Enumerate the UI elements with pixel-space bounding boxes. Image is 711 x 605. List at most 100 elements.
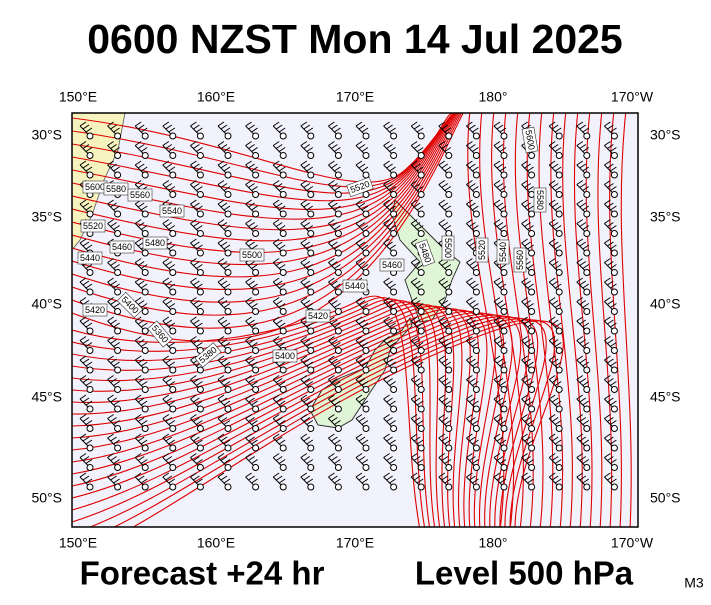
barb-tick bbox=[438, 277, 446, 283]
wind-barb bbox=[272, 180, 287, 198]
barb-tick bbox=[472, 205, 479, 211]
station bbox=[528, 483, 536, 491]
wind-barb bbox=[604, 219, 618, 237]
barb-tick bbox=[551, 339, 559, 344]
barb-tick bbox=[110, 475, 117, 481]
barb-tick bbox=[499, 342, 507, 347]
barb-tick bbox=[413, 417, 421, 422]
barb-tick bbox=[438, 375, 446, 380]
barb-tick bbox=[444, 342, 452, 347]
contour-value: 5580 bbox=[535, 190, 545, 210]
barb-tick bbox=[604, 355, 611, 361]
contour-line bbox=[72, 300, 436, 527]
barb-tick bbox=[527, 439, 534, 445]
wind-barb bbox=[272, 141, 287, 159]
barb-tick bbox=[472, 283, 479, 289]
barb-tick bbox=[110, 358, 117, 364]
wind-barb bbox=[521, 219, 536, 237]
barb-tick bbox=[466, 472, 473, 478]
wind-barb bbox=[245, 219, 260, 237]
wind-barb bbox=[466, 336, 480, 354]
barb-tick bbox=[223, 225, 231, 230]
barb-tick bbox=[306, 225, 314, 230]
barb-tick bbox=[604, 453, 611, 458]
contour-label: 5500 bbox=[441, 235, 455, 261]
wind-barb bbox=[79, 355, 94, 374]
barb-tick bbox=[248, 261, 255, 266]
station bbox=[86, 327, 94, 335]
barb-tick bbox=[134, 375, 142, 380]
barb-tick bbox=[607, 300, 614, 305]
barb-tick bbox=[499, 478, 507, 484]
station bbox=[445, 425, 453, 432]
barb-tick bbox=[466, 297, 473, 302]
barb-tick bbox=[248, 124, 255, 130]
station bbox=[445, 152, 453, 159]
wind-barb bbox=[466, 316, 480, 335]
wind-barb bbox=[190, 316, 204, 335]
barb-tick bbox=[217, 219, 225, 224]
barb-tick bbox=[441, 183, 449, 188]
lat-label: 35°S bbox=[31, 209, 62, 225]
barb-tick bbox=[604, 316, 611, 322]
station bbox=[86, 405, 94, 413]
barb-tick bbox=[579, 339, 587, 344]
barb-tick bbox=[306, 439, 314, 445]
barb-tick bbox=[383, 121, 390, 127]
station bbox=[334, 288, 342, 296]
station bbox=[500, 327, 508, 335]
barb-tick bbox=[137, 300, 145, 305]
wind-barb bbox=[493, 277, 508, 296]
barb-tick bbox=[306, 264, 314, 269]
wind-barb bbox=[493, 141, 508, 159]
lat-label: 35°S bbox=[650, 209, 681, 225]
barb-tick bbox=[162, 141, 170, 146]
barb-tick bbox=[223, 420, 231, 425]
barb-tick bbox=[576, 316, 584, 322]
contour-value: 5600 bbox=[85, 182, 105, 192]
barb-tick bbox=[110, 163, 117, 169]
contour-value: 5600 bbox=[523, 129, 536, 150]
station bbox=[141, 308, 149, 315]
station bbox=[169, 366, 177, 374]
station bbox=[500, 444, 508, 452]
barb-tick bbox=[245, 394, 252, 400]
station bbox=[114, 230, 122, 237]
station bbox=[445, 464, 453, 471]
barb-tick bbox=[196, 264, 203, 269]
wind-barb bbox=[79, 375, 94, 393]
barb-tick bbox=[110, 144, 117, 149]
wind-barb bbox=[466, 258, 480, 276]
barb-tick bbox=[248, 339, 255, 344]
barb-tick bbox=[499, 166, 507, 172]
barb-tick bbox=[79, 394, 87, 400]
barb-tick bbox=[466, 160, 473, 166]
barb-tick bbox=[300, 219, 308, 224]
station bbox=[500, 288, 508, 296]
barb-tick bbox=[383, 180, 390, 185]
barb-tick bbox=[328, 238, 335, 244]
barb-tick bbox=[551, 280, 559, 286]
barb-tick bbox=[582, 205, 590, 211]
station bbox=[252, 425, 260, 432]
barb-tick bbox=[410, 121, 418, 127]
barb-tick bbox=[358, 124, 366, 130]
barb-tick bbox=[576, 336, 584, 341]
barb-tick bbox=[579, 319, 587, 325]
wind-barb bbox=[272, 277, 287, 296]
barb-tick bbox=[416, 283, 424, 289]
barb-tick bbox=[306, 244, 314, 250]
barb-tick bbox=[168, 459, 176, 464]
station bbox=[528, 347, 536, 354]
barb-tick bbox=[245, 375, 252, 380]
barb-tick bbox=[334, 127, 341, 133]
wind-barb bbox=[300, 414, 315, 432]
station bbox=[224, 171, 232, 179]
wind-barb bbox=[576, 219, 591, 237]
wind-barb bbox=[300, 394, 315, 413]
station bbox=[224, 288, 232, 296]
label-box bbox=[127, 188, 153, 202]
barb-tick bbox=[386, 183, 393, 188]
barb-tick bbox=[196, 381, 203, 386]
barb-tick bbox=[113, 478, 120, 484]
